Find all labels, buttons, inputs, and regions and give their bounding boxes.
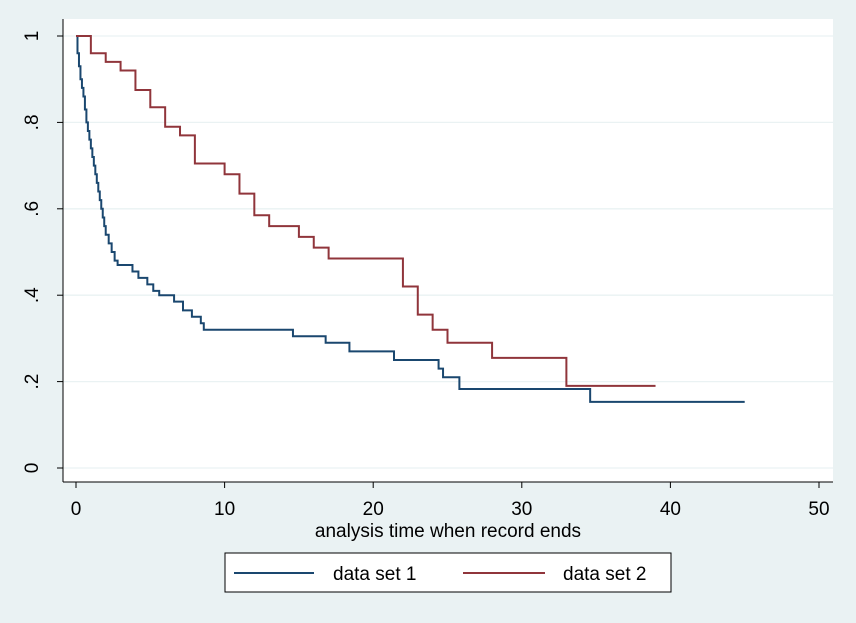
x-axis-title: analysis time when record ends bbox=[315, 521, 581, 542]
y-axis-ticks: 0 .2 .4 .6 .8 1 bbox=[22, 31, 63, 474]
legend-label-data-set-1: data set 1 bbox=[333, 564, 416, 585]
axes bbox=[62, 19, 833, 483]
x-tick-label: 40 bbox=[660, 499, 681, 520]
x-axis-ticks: 0 10 20 30 40 50 bbox=[71, 482, 830, 520]
x-tick-label: 30 bbox=[511, 499, 532, 520]
y-tick-label: .2 bbox=[22, 374, 43, 390]
y-tick-label: .4 bbox=[22, 287, 43, 303]
grid-lines bbox=[63, 35, 833, 469]
plot-area bbox=[63, 19, 833, 482]
legend: data set 1 data set 2 bbox=[224, 552, 672, 593]
series-lines bbox=[76, 35, 745, 403]
series-line-data-set-1 bbox=[76, 35, 745, 403]
x-tick-label: 50 bbox=[808, 499, 829, 520]
y-tick-label: .6 bbox=[22, 201, 43, 217]
x-tick-label: 10 bbox=[214, 499, 235, 520]
y-tick-label: .8 bbox=[22, 114, 43, 130]
y-tick-label: 1 bbox=[22, 31, 43, 42]
series-line-data-set-2 bbox=[76, 35, 656, 387]
y-tick-label: 0 bbox=[22, 463, 43, 474]
legend-label-data-set-2: data set 2 bbox=[563, 564, 646, 585]
x-tick-label: 20 bbox=[363, 499, 384, 520]
x-tick-label: 0 bbox=[71, 499, 82, 520]
